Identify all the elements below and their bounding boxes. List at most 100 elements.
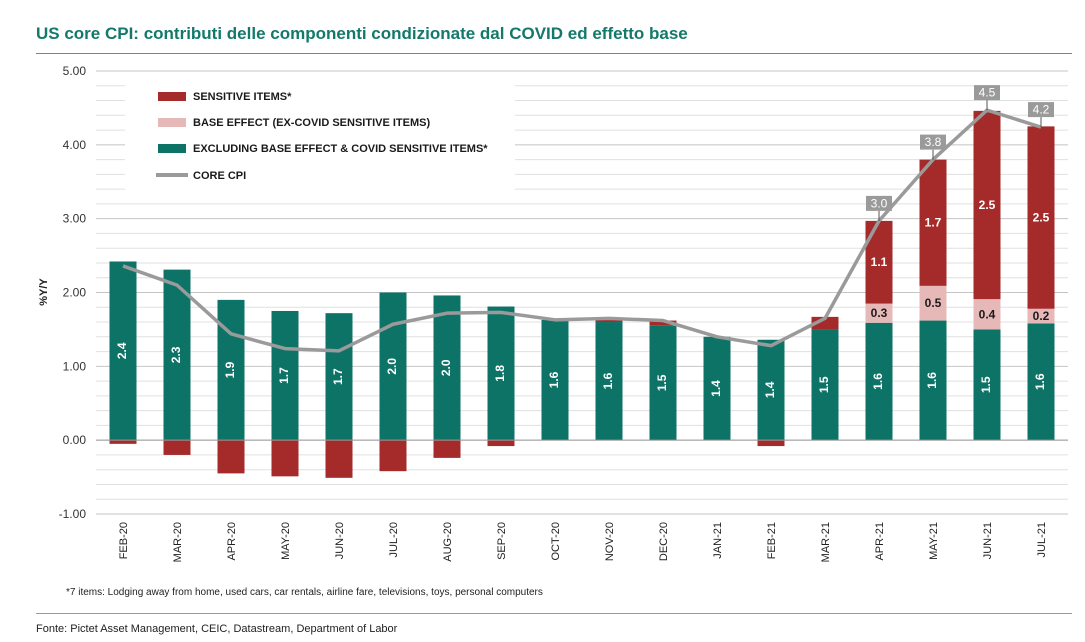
bar-sensitive	[271, 440, 299, 477]
footnote: *7 items: Lodging away from home, used c…	[66, 587, 543, 598]
bar-sensitive	[487, 440, 515, 447]
bar-label-excluding: 1.8	[493, 365, 507, 382]
bar-label-excluding: 1.6	[547, 371, 561, 388]
core-cpi-label: 4.5	[979, 86, 996, 100]
core-cpi-line-layer: 3.0 3.8 4.5 4.2	[122, 85, 1054, 353]
core-cpi-label: 4.2	[1033, 103, 1050, 117]
legend-label-base-effect: BASE EFFECT (EX-COVID SENSITIVE ITEMS)	[193, 117, 430, 129]
x-tick-label: FEB-20	[118, 522, 130, 559]
bar-label-sensitive: 1.7	[925, 216, 942, 230]
bar-excluding	[757, 339, 785, 441]
bar-label-excluding: 1.4	[763, 381, 777, 398]
bar-sensitive	[325, 440, 353, 478]
x-tick-label: APR-20	[226, 522, 238, 561]
bar-excluding	[595, 322, 623, 441]
chart-title: US core CPI: contributi delle componenti…	[36, 24, 688, 43]
bar-excluding	[865, 322, 893, 441]
x-tick-label: FEB-21	[766, 522, 778, 559]
bar-sensitive	[757, 440, 785, 447]
legend-label-excluding: EXCLUDING BASE EFFECT & COVID SENSITIVE …	[193, 143, 488, 155]
bar-excluding	[703, 336, 731, 441]
bar-sensitive	[1027, 126, 1055, 309]
x-tick-label: AUG-20	[442, 522, 454, 562]
core-cpi-label-box	[920, 134, 946, 150]
core-cpi-label-box	[974, 85, 1000, 101]
bar-base-effect	[973, 299, 1001, 330]
bar-label-base-effect: 0.4	[979, 307, 996, 321]
legend-label-sensitive: SENSITIVE ITEMS*	[193, 91, 292, 103]
bar-excluding	[271, 310, 299, 441]
bar-label-sensitive: 1.1	[871, 255, 888, 269]
bar-sensitive	[649, 320, 677, 326]
bar-excluding	[217, 299, 245, 441]
bar-label-excluding: 1.6	[871, 373, 885, 390]
bar-label-excluding: 1.5	[817, 376, 831, 393]
core-cpi-label: 3.0	[871, 196, 888, 210]
bar-label-excluding: 2.0	[385, 358, 399, 375]
core-cpi-label-box	[1028, 102, 1054, 118]
y-tick-label: 1.00	[63, 359, 87, 373]
y-tick-label: 5.00	[63, 64, 87, 78]
y-tick-label: 0.00	[63, 433, 87, 447]
bar-label-excluding: 1.6	[925, 372, 939, 389]
bar-excluding	[433, 295, 461, 441]
y-tick-label: 2.00	[63, 286, 87, 300]
x-tick-label: JUL-21	[1036, 522, 1048, 557]
bar-excluding	[1027, 323, 1055, 441]
x-tick-label: JUN-20	[334, 522, 346, 559]
x-tick-label: DEC-20	[658, 522, 670, 561]
bar-label-excluding: 1.7	[277, 367, 291, 384]
bar-excluding	[325, 313, 353, 441]
core-cpi-label-box	[866, 195, 892, 211]
x-tick-label: APR-21	[874, 522, 886, 561]
bar-sensitive	[217, 440, 245, 474]
legend-swatch-base-effect	[158, 118, 186, 127]
bar-sensitive	[163, 440, 191, 455]
bar-base-effect	[919, 285, 947, 321]
x-tick-label: SEP-20	[496, 522, 508, 560]
bar-label-base-effect: 0.2	[1033, 309, 1050, 323]
x-tick-label: JUN-21	[982, 522, 994, 559]
x-tick-label: NOV-20	[604, 522, 616, 561]
bar-excluding	[379, 292, 407, 441]
x-tick-label: JUL-20	[388, 522, 400, 557]
legend-background	[125, 82, 515, 192]
bar-excluding	[163, 269, 191, 441]
x-tick-label: MAR-21	[820, 522, 832, 562]
legend-swatch-excluding	[158, 144, 186, 153]
legend-label-core-cpi: CORE CPI	[193, 170, 246, 182]
bar-label-excluding: 1.5	[655, 374, 669, 391]
bar-excluding	[109, 261, 137, 441]
bar-label-excluding: 2.3	[169, 346, 183, 363]
bar-label-excluding: 1.5	[979, 376, 993, 393]
core-cpi-label: 3.8	[925, 135, 942, 149]
bar-sensitive	[379, 440, 407, 472]
y-tick-label: -1.00	[59, 507, 87, 521]
source-note: Fonte: Pictet Asset Management, CEIC, Da…	[36, 623, 398, 635]
bar-label-sensitive: 2.5	[979, 198, 996, 212]
bar-sensitive	[973, 110, 1001, 300]
bar-label-base-effect: 0.5	[925, 296, 942, 310]
x-tick-label: MAY-20	[280, 522, 292, 560]
bar-label-excluding: 2.0	[439, 359, 453, 376]
source-divider	[36, 613, 1072, 614]
x-tick-label: OCT-20	[550, 522, 562, 561]
legend: SENSITIVE ITEMS* BASE EFFECT (EX-COVID S…	[125, 82, 515, 192]
bar-label-sensitive: 2.5	[1033, 211, 1050, 225]
x-tick-label: MAY-21	[928, 522, 940, 560]
bar-label-excluding: 1.7	[331, 368, 345, 385]
y-axis-title: %Y/Y	[38, 278, 50, 306]
bar-sensitive	[919, 159, 947, 286]
bar-base-effect	[865, 303, 893, 323]
bar-label-excluding: 1.6	[1033, 373, 1047, 390]
bar-sensitive	[433, 440, 461, 458]
x-tick-label: MAR-20	[172, 522, 184, 562]
x-axis: FEB-20 MAR-20 APR-20 MAY-20 JUN-20 JUL-20 AUG-…	[118, 522, 1048, 562]
gridlines	[96, 70, 1068, 515]
bar-label-excluding: 1.6	[601, 372, 615, 389]
bar-base-effect	[1027, 308, 1055, 324]
y-tick-label: 4.00	[63, 138, 87, 152]
legend-swatch-sensitive	[158, 92, 186, 101]
bar-label-excluding: 2.4	[115, 342, 129, 359]
